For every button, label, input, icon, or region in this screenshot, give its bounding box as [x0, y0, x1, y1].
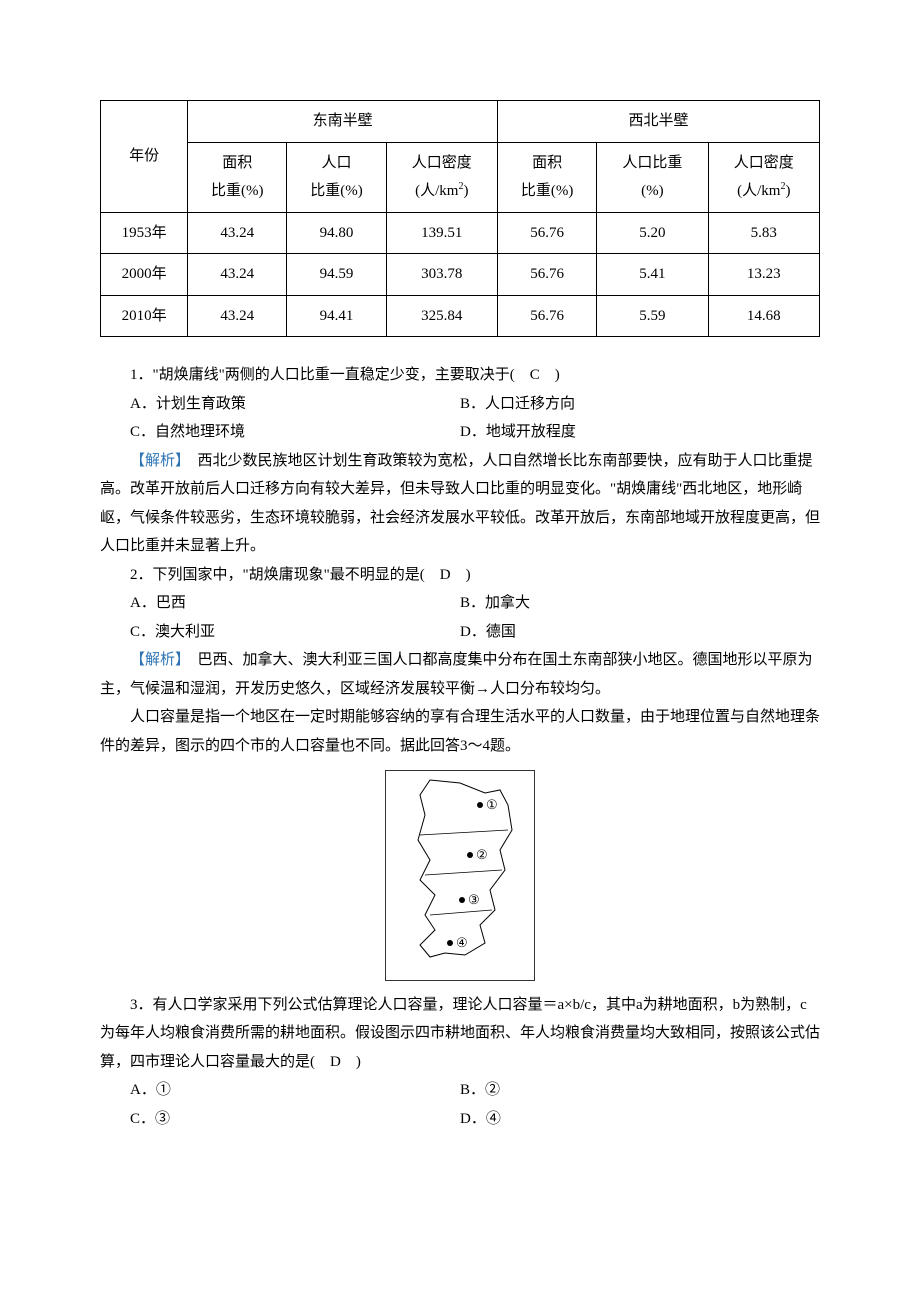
q3-options-row-2: C．③ D．④ — [100, 1105, 820, 1134]
table-header-row-1: 年份 东南半壁 西北半壁 — [101, 101, 820, 143]
q1-option-b: B．人口迁移方向 — [460, 390, 820, 419]
q2-option-b: B．加拿大 — [460, 589, 820, 618]
cell: 5.20 — [597, 212, 708, 254]
q3-4-intro: 人口容量是指一个地区在一定时期能够容纳的享有合理生活水平的人口数量，由于地理位置… — [100, 703, 820, 760]
analysis-text: 西北少数民族地区计划生育政策较为宽松，人口自然增长比东南部要快，应有助于人口比重… — [100, 453, 820, 555]
q3-options-row-1: A．① B．② — [100, 1076, 820, 1105]
cell: 56.76 — [497, 212, 596, 254]
cell: 5.83 — [708, 212, 819, 254]
q1-option-a: A．计划生育政策 — [100, 390, 460, 419]
q3-option-c: C．③ — [100, 1105, 460, 1134]
q2-stem: 2．下列国家中，"胡焕庸现象"最不明显的是( D ) — [100, 561, 820, 590]
q2-option-c: C．澳大利亚 — [100, 618, 460, 647]
cell: 14.68 — [708, 295, 819, 337]
col-year: 年份 — [101, 101, 188, 213]
q2-option-d: D．德国 — [460, 618, 820, 647]
cell: 303.78 — [386, 254, 497, 296]
cell-year: 2010年 — [101, 295, 188, 337]
cell: 43.24 — [188, 295, 287, 337]
col-se-pop: 人口比重(%) — [287, 142, 386, 212]
cell: 139.51 — [386, 212, 497, 254]
table-row: 1953年 43.24 94.80 139.51 56.76 5.20 5.83 — [101, 212, 820, 254]
population-table: 年份 东南半壁 西北半壁 面积比重(%) 人口比重(%) 人口密度(人/km2)… — [100, 100, 820, 337]
cell: 5.41 — [597, 254, 708, 296]
map-label-1: ① — [486, 797, 498, 812]
cell: 325.84 — [386, 295, 497, 337]
map-label-4: ④ — [456, 935, 468, 950]
q2-analysis: 【解析】 巴西、加拿大、澳大利亚三国人口都高度集中分布在国土东南部狭小地区。德国… — [100, 646, 820, 703]
q1-stem: 1．"胡焕庸线"两侧的人口比重一直稳定少变，主要取决于( C ) — [100, 361, 820, 390]
map-svg: ① ② ③ ④ — [390, 775, 530, 965]
col-nw-area: 面积比重(%) — [497, 142, 596, 212]
page: 年份 东南半壁 西北半壁 面积比重(%) 人口比重(%) 人口密度(人/km2)… — [0, 0, 920, 1193]
q1-options-row-2: C．自然地理环境 D．地域开放程度 — [100, 418, 820, 447]
cell-year: 2000年 — [101, 254, 188, 296]
table-row: 2010年 43.24 94.41 325.84 56.76 5.59 14.6… — [101, 295, 820, 337]
analysis-label: 【解析】 — [130, 652, 183, 668]
cell: 56.76 — [497, 295, 596, 337]
cell: 43.24 — [188, 212, 287, 254]
table-row: 2000年 43.24 94.59 303.78 56.76 5.41 13.2… — [101, 254, 820, 296]
q2-option-a: A．巴西 — [100, 589, 460, 618]
cell: 56.76 — [497, 254, 596, 296]
cell: 43.24 — [188, 254, 287, 296]
q2-options-row-1: A．巴西 B．加拿大 — [100, 589, 820, 618]
q3-option-b: B．② — [460, 1076, 820, 1105]
q1-option-d: D．地域开放程度 — [460, 418, 820, 447]
q3-option-a: A．① — [100, 1076, 460, 1105]
group-nw: 西北半壁 — [497, 101, 819, 143]
q1-analysis: 【解析】 西北少数民族地区计划生育政策较为宽松，人口自然增长比东南部要快，应有助… — [100, 447, 820, 561]
cell: 94.59 — [287, 254, 386, 296]
q1-options-row-1: A．计划生育政策 B．人口迁移方向 — [100, 390, 820, 419]
table-header-row-2: 面积比重(%) 人口比重(%) 人口密度(人/km2) 面积比重(%) 人口比重… — [101, 142, 820, 212]
group-se: 东南半壁 — [188, 101, 498, 143]
col-nw-pop: 人口比重(%) — [597, 142, 708, 212]
q1-option-c: C．自然地理环境 — [100, 418, 460, 447]
cell-year: 1953年 — [101, 212, 188, 254]
map-label-2: ② — [476, 847, 488, 862]
q3-stem: 3．有人口学家采用下列公式估算理论人口容量，理论人口容量＝a×b/c，其中a为耕… — [100, 991, 820, 1077]
map-label-3: ③ — [468, 892, 480, 907]
cell: 94.80 — [287, 212, 386, 254]
col-se-area: 面积比重(%) — [188, 142, 287, 212]
col-nw-density: 人口密度(人/km2) — [708, 142, 819, 212]
cell: 13.23 — [708, 254, 819, 296]
col-se-density: 人口密度(人/km2) — [386, 142, 497, 212]
q3-option-d: D．④ — [460, 1105, 820, 1134]
cell: 94.41 — [287, 295, 386, 337]
q2-options-row-2: C．澳大利亚 D．德国 — [100, 618, 820, 647]
map-figure: ① ② ③ ④ — [100, 770, 820, 981]
analysis-text: 巴西、加拿大、澳大利亚三国人口都高度集中分布在国土东南部狭小地区。德国地形以平原… — [100, 652, 813, 697]
map-box: ① ② ③ ④ — [385, 770, 535, 981]
cell: 5.59 — [597, 295, 708, 337]
analysis-label: 【解析】 — [130, 453, 183, 469]
